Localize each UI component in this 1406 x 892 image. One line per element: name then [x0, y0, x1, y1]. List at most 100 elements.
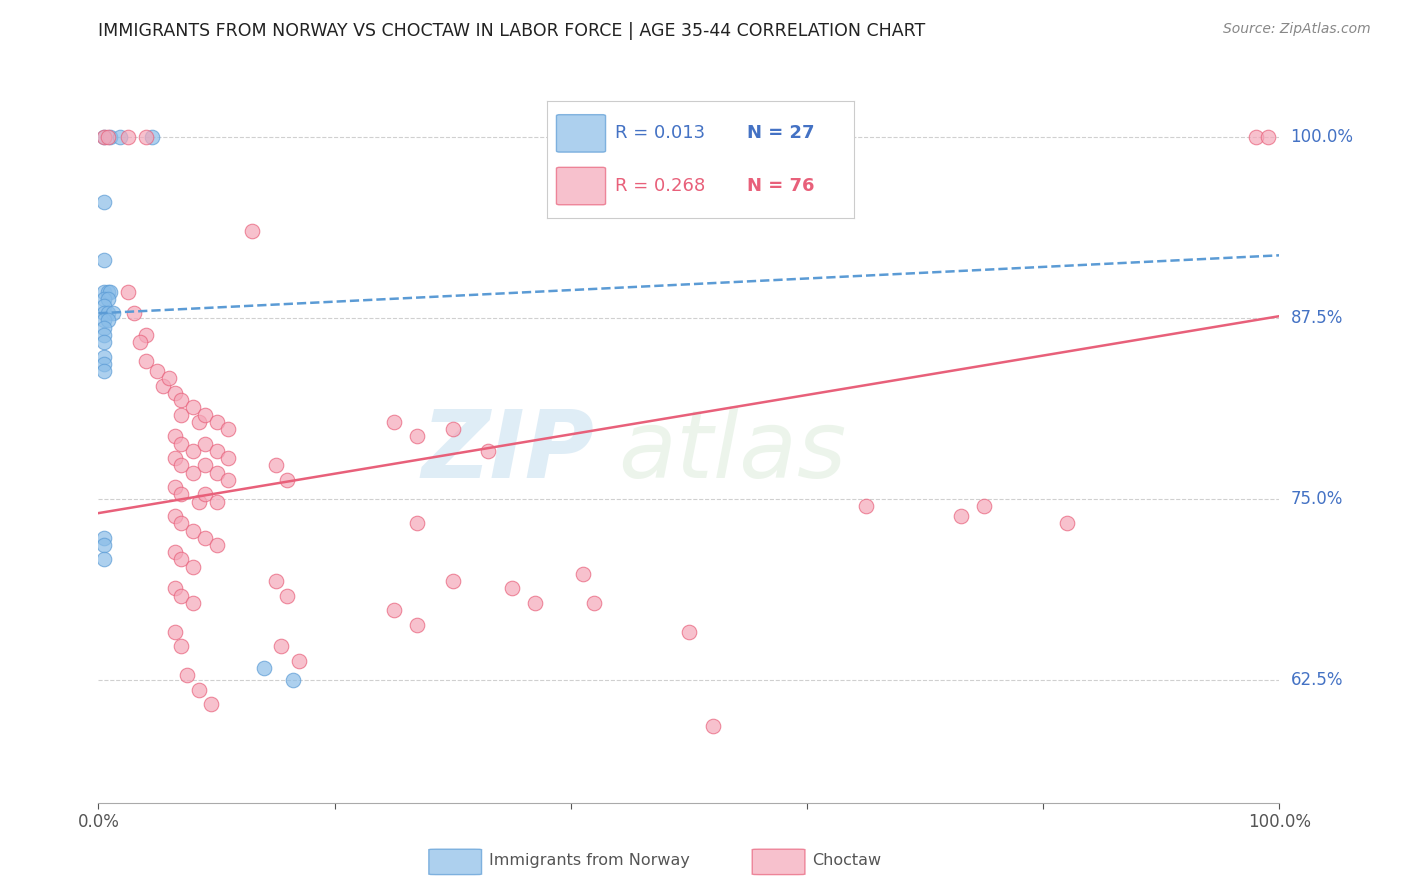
Point — [93, 129, 115, 144]
Point — [441, 574, 464, 589]
Point — [93, 285, 115, 299]
Point — [200, 698, 222, 712]
Point — [187, 415, 209, 429]
Point — [165, 545, 187, 559]
Text: N = 76: N = 76 — [747, 177, 814, 195]
Point — [93, 335, 115, 350]
Text: ZIP: ZIP — [422, 406, 595, 498]
Point — [264, 458, 287, 473]
Point — [194, 436, 217, 450]
Point — [170, 393, 193, 408]
Point — [194, 408, 217, 422]
Point — [176, 668, 198, 682]
Point — [406, 516, 429, 531]
Point — [524, 596, 547, 610]
Point — [240, 224, 263, 238]
FancyBboxPatch shape — [557, 168, 606, 205]
Point — [477, 443, 499, 458]
Text: Immigrants from Norway: Immigrants from Norway — [489, 854, 689, 868]
Point — [205, 466, 228, 480]
Point — [194, 458, 217, 473]
Point — [1056, 516, 1078, 531]
Point — [187, 682, 209, 697]
Point — [165, 429, 187, 443]
Point — [122, 306, 145, 320]
Point — [170, 552, 193, 566]
Point — [165, 385, 187, 400]
Point — [382, 415, 405, 429]
Point — [93, 313, 115, 327]
Text: 75.0%: 75.0% — [1291, 490, 1343, 508]
Point — [141, 129, 163, 144]
Point — [217, 451, 239, 466]
Point — [135, 129, 157, 144]
Point — [117, 129, 139, 144]
Point — [97, 129, 120, 144]
Point — [135, 354, 157, 368]
Point — [165, 624, 187, 639]
Point — [108, 129, 131, 144]
Point — [181, 524, 204, 538]
Point — [170, 436, 193, 450]
Point — [406, 617, 429, 632]
FancyBboxPatch shape — [752, 849, 804, 874]
Text: 62.5%: 62.5% — [1291, 671, 1343, 689]
Text: Choctaw: Choctaw — [813, 854, 882, 868]
Point — [253, 661, 276, 675]
Point — [170, 640, 193, 654]
Point — [135, 328, 157, 343]
Point — [276, 589, 298, 603]
Point — [205, 494, 228, 508]
Text: Source: ZipAtlas.com: Source: ZipAtlas.com — [1223, 22, 1371, 37]
Point — [117, 285, 139, 299]
FancyBboxPatch shape — [557, 115, 606, 153]
Point — [441, 422, 464, 436]
Point — [678, 624, 700, 639]
Point — [571, 566, 593, 581]
Point — [170, 516, 193, 531]
Point — [181, 443, 204, 458]
Point — [170, 458, 193, 473]
Point — [194, 487, 217, 501]
Point — [1257, 129, 1279, 144]
Point — [283, 673, 305, 687]
Point — [1244, 129, 1267, 144]
Point — [187, 494, 209, 508]
Point — [146, 364, 169, 378]
Point — [181, 466, 204, 480]
Point — [382, 603, 405, 617]
Point — [152, 378, 174, 392]
Point — [181, 401, 204, 415]
Point — [205, 538, 228, 552]
Point — [583, 596, 606, 610]
Point — [93, 299, 115, 313]
Text: atlas: atlas — [619, 406, 846, 497]
Text: R = 0.268: R = 0.268 — [614, 177, 704, 195]
Point — [170, 589, 193, 603]
Point — [205, 415, 228, 429]
Point — [97, 292, 120, 306]
Point — [264, 574, 287, 589]
Point — [97, 313, 120, 327]
Text: 100.0%: 100.0% — [1291, 128, 1354, 145]
Point — [205, 443, 228, 458]
Point — [170, 487, 193, 501]
Point — [97, 285, 120, 299]
Point — [501, 582, 523, 596]
Point — [194, 531, 217, 545]
Point — [128, 335, 150, 350]
Point — [855, 499, 877, 513]
Point — [93, 350, 115, 364]
Text: R = 0.013: R = 0.013 — [614, 124, 704, 143]
Point — [288, 654, 311, 668]
Point — [973, 499, 995, 513]
Point — [93, 328, 115, 343]
Point — [702, 719, 724, 733]
Point — [93, 306, 115, 320]
Point — [93, 531, 115, 545]
Point — [93, 194, 115, 209]
Point — [93, 552, 115, 566]
Point — [93, 292, 115, 306]
Point — [270, 640, 292, 654]
Point — [217, 473, 239, 487]
